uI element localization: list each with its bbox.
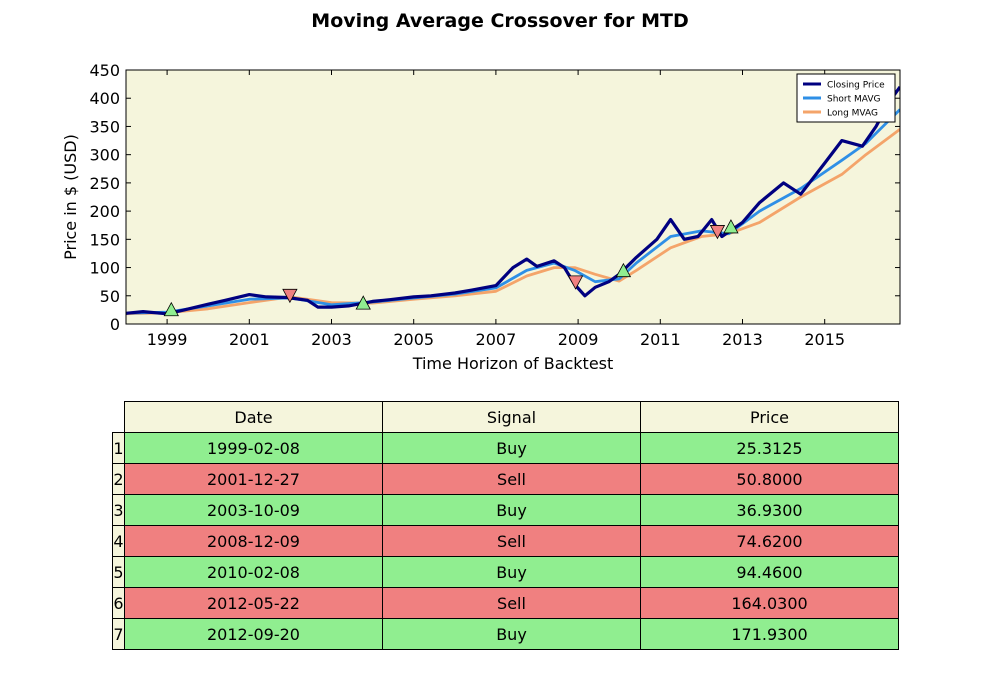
- cell-price: 74.6200: [640, 525, 899, 557]
- table-row: 1 1999-02-08 Buy 25.3125: [112, 432, 899, 464]
- row-index: 7: [112, 618, 125, 650]
- x-axis-label: Time Horizon of Backtest: [412, 354, 614, 373]
- series-lines: [126, 85, 900, 316]
- y-tick-label: 400: [89, 89, 120, 108]
- y-tick-label: 200: [89, 202, 120, 221]
- y-tick-label: 350: [89, 117, 120, 136]
- x-tick-label: 2011: [640, 330, 681, 349]
- x-tick-label: 2001: [229, 330, 270, 349]
- x-tick-label: 2015: [804, 330, 845, 349]
- cell-signal: Sell: [382, 463, 641, 495]
- table-corner: [113, 402, 125, 433]
- x-tick-label: 2005: [393, 330, 434, 349]
- cell-signal: Sell: [382, 587, 641, 619]
- cell-price: 36.9300: [640, 494, 899, 526]
- y-tick-label: 300: [89, 146, 120, 165]
- cell-date: 2010-02-08: [124, 556, 383, 588]
- cell-date: 2012-09-20: [124, 618, 383, 650]
- buy-marker: [355, 295, 371, 310]
- y-tick-label: 250: [89, 174, 120, 193]
- price-chart: 0 50 100 150 200 250 300 350 400 450 1999 2001 2003…: [61, 61, 901, 373]
- legend-label: Closing Price: [827, 81, 885, 91]
- signals-table: Date Signal Price 1 1999-02-08 Buy 25.31…: [112, 401, 899, 650]
- y-axis-label: Price in $ (USD): [61, 134, 80, 260]
- x-tick-label: 2003: [311, 330, 352, 349]
- cell-signal: Buy: [382, 556, 641, 588]
- cell-price: 94.4600: [640, 556, 899, 588]
- column-header-price: Price: [640, 401, 899, 433]
- cell-price: 171.9300: [640, 618, 899, 650]
- cell-signal: Buy: [382, 618, 641, 650]
- sell-marker: [709, 225, 726, 240]
- x-axis: 1999 2001 2003 2005 2007 2009 2011 2013 2015: [147, 70, 845, 349]
- row-index: 6: [112, 587, 125, 619]
- sell-marker: [567, 275, 584, 290]
- y-tick-label: 50: [100, 287, 120, 306]
- x-tick-label: 2009: [558, 330, 599, 349]
- table-row: 5 2010-02-08 Buy 94.4600: [112, 556, 899, 588]
- row-index: 3: [112, 494, 125, 526]
- table-header-row: Date Signal Price: [113, 401, 899, 433]
- legend: Closing Price Short MAVG Long MVAG: [796, 73, 896, 123]
- signal-markers: [163, 219, 739, 317]
- cell-date: 2012-05-22: [124, 587, 383, 619]
- plot-frame: [125, 69, 901, 325]
- cell-date: 1999-02-08: [124, 432, 383, 464]
- cell-date: 2003-10-09: [124, 494, 383, 526]
- chart-title: Moving Average Crossover for MTD: [311, 10, 689, 32]
- sell-marker: [282, 288, 298, 304]
- column-header-signal: Signal: [382, 401, 641, 433]
- table-row: 6 2012-05-22 Sell 164.0300: [112, 587, 899, 619]
- cell-date: 2001-12-27: [124, 463, 383, 495]
- y-tick-label: 150: [89, 230, 120, 249]
- y-axis: 0 50 100 150 200 250 300 350 400 450: [89, 61, 900, 334]
- table-row: 2 2001-12-27 Sell 50.8000: [112, 463, 899, 495]
- x-tick-label: 2013: [722, 330, 763, 349]
- table-row: 7 2012-09-20 Buy 171.9300: [112, 618, 899, 650]
- cell-price: 50.8000: [640, 463, 899, 495]
- row-index: 4: [112, 525, 125, 557]
- y-tick-label: 0: [110, 315, 120, 334]
- x-tick-label: 1999: [147, 330, 188, 349]
- column-header-date: Date: [124, 401, 383, 433]
- y-tick-label: 450: [89, 61, 120, 80]
- table-row: 3 2003-10-09 Buy 36.9300: [112, 494, 899, 526]
- cell-price: 25.3125: [640, 432, 899, 464]
- row-index: 5: [112, 556, 125, 588]
- x-tick-label: 2007: [476, 330, 517, 349]
- y-tick-label: 100: [89, 259, 120, 278]
- row-index: 1: [112, 432, 125, 464]
- row-index: 2: [112, 463, 125, 495]
- cell-date: 2008-12-09: [124, 525, 383, 557]
- buy-marker: [615, 262, 632, 278]
- legend-label: Short MAVG: [827, 95, 881, 105]
- table-row: 4 2008-12-09 Sell 74.6200: [112, 525, 899, 557]
- series-line: [126, 85, 900, 316]
- buy-marker: [723, 219, 739, 234]
- cell-signal: Buy: [382, 432, 641, 464]
- buy-marker: [163, 301, 179, 317]
- cell-price: 164.0300: [640, 587, 899, 619]
- cell-signal: Buy: [382, 494, 641, 526]
- legend-label: Long MVAG: [827, 109, 878, 119]
- cell-signal: Sell: [382, 525, 641, 557]
